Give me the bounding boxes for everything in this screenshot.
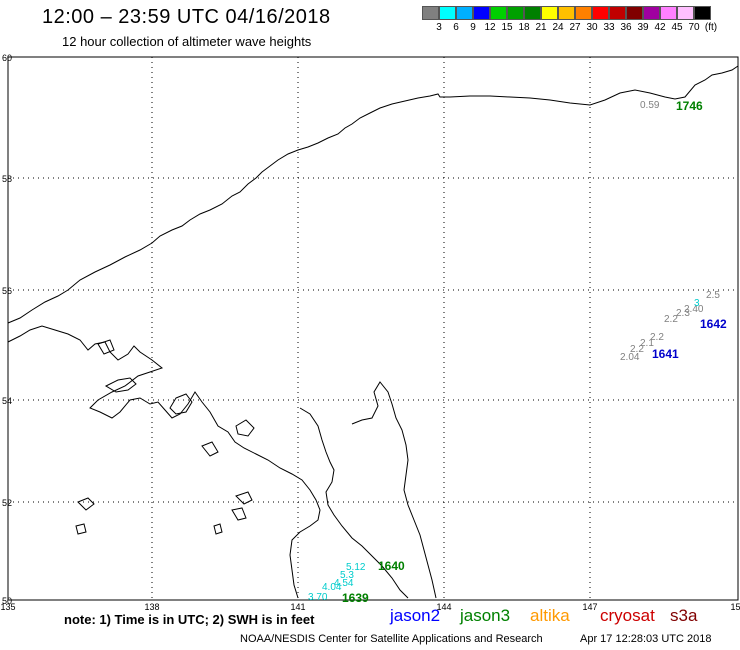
pass-time-label: 1641 [652,347,679,361]
islands-e [77,497,95,511]
longitude-label: 147 [582,602,597,612]
legend-swatch [439,6,456,20]
altimeter-tracks: 0.59 17462.22.32.4032.516422.042.22.12.21… [308,99,727,605]
longitude-label: 144 [436,602,451,612]
legend-label: 36 [620,22,632,33]
legend-swatch [456,6,473,20]
satellite-jason3: jason3 [460,606,511,625]
legend-swatch [473,6,490,20]
legend-label: 42 [654,22,666,33]
pass-time-label: 1640 [378,559,405,573]
wave-height-value: 2.2 [664,314,678,325]
credit-text: NOAA/NESDIS Center for Satellite Applica… [240,633,543,645]
pass-time-label: 1642 [700,317,727,331]
timestamp-text: Apr 17 12:28:03 UTC 2018 [580,633,712,645]
wave-height-value: 4.04 [322,582,342,593]
longitude-label: 138 [144,602,159,612]
wave-height-value: 4.54 [334,578,354,589]
latitude-label: 60 [2,53,12,63]
wave-height-value: 5.3 [340,570,354,581]
legend-labels: 3 6 9 12 15 18 21 24 27 30 33 36 39 42 45 70 (ft) [422,20,717,34]
legend-swatch [609,6,626,20]
pass-time-label: 1746 [676,99,703,113]
islands-a [104,377,137,393]
legend-label: 15 [501,22,513,33]
legend-swatch [643,6,660,20]
islands-d [201,441,219,457]
legend-swatch [490,6,507,20]
legend-label: 18 [518,22,530,33]
satellite-jason2: jason2 [390,606,441,625]
latitude-label: 58 [2,174,12,184]
islands-i [75,523,87,535]
legend-swatch [507,6,524,20]
legend-swatch [677,6,694,20]
southeast-alaska-coast [7,325,321,599]
legend-swatch [660,6,677,20]
legend-swatch [626,6,643,20]
legend-swatch [524,6,541,20]
satellite-altika: altika [530,606,570,625]
coastline [7,65,739,599]
wave-height-value: 3.70 [308,592,328,603]
wave-height-value: 5.12 [346,562,366,573]
wave-height-value: 2.1 [640,338,654,349]
wave-height-value: 2.2 [650,332,664,343]
legend-label: 45 [671,22,683,33]
alaska-coast [7,65,739,324]
legend-swatch [592,6,609,20]
latitude-label: 52 [2,498,12,508]
british-columbia-coast [351,381,437,599]
satellite-cryosat: cryosat [600,606,655,625]
islands-c [235,419,255,437]
longitude-label: 150 [730,602,740,612]
legend-swatch [694,6,711,20]
islands-j [97,339,115,355]
wave-height-value: 2.2 [630,344,644,355]
footer-note: note: 1) Time is in UTC; 2) SWH is in fe… [64,612,315,627]
latitude-label: 54 [2,396,12,406]
legend-swatch [541,6,558,20]
legend-label: 3 [436,22,442,33]
satellite-s3a: s3a [670,606,698,625]
islands-h [213,523,223,535]
legend-label: 6 [453,22,459,33]
map-subtitle: 12 hour collection of altimeter wave hei… [62,34,312,49]
map-frame [7,56,739,601]
map-title: 12:00 – 23:59 UTC 04/16/2018 [42,6,331,28]
haida-gwaii-coast [299,407,409,599]
legend-label: 9 [470,22,476,33]
islands-b [169,393,193,415]
longitude-label: 135 [0,602,15,612]
wave-height-value: 2.5 [706,290,720,301]
legend-swatch [575,6,592,20]
legend-swatch [558,6,575,20]
islands-f [235,491,253,505]
legend-label: (ft) [704,22,718,33]
legend-swatch [422,6,439,20]
legend-label: 24 [552,22,564,33]
pass-time-label: 1639 [342,591,369,605]
islands-g [231,507,247,521]
wave-height-value: 3 [694,298,700,309]
legend-label: 33 [603,22,615,33]
legend-swatches [422,6,711,20]
wave-height-legend: 3 6 9 12 15 18 21 24 27 30 33 36 39 42 45 70 (ft) [422,6,717,34]
latitude-label: 50 [2,596,12,606]
legend-label: 39 [637,22,649,33]
wave-height-value: 2.3 [676,308,690,319]
latitude-label: 56 [2,286,12,296]
legend-label: 30 [586,22,598,33]
wave-height-value: 2.04 [620,352,640,363]
longitude-label: 141 [290,602,305,612]
wave-height-value: 0.59 [640,100,660,111]
legend-label: 70 [688,22,700,33]
legend-label: 21 [535,22,547,33]
legend-label: 12 [484,22,496,33]
legend-label: 27 [569,22,581,33]
wave-height-value: 2.40 [684,304,704,315]
